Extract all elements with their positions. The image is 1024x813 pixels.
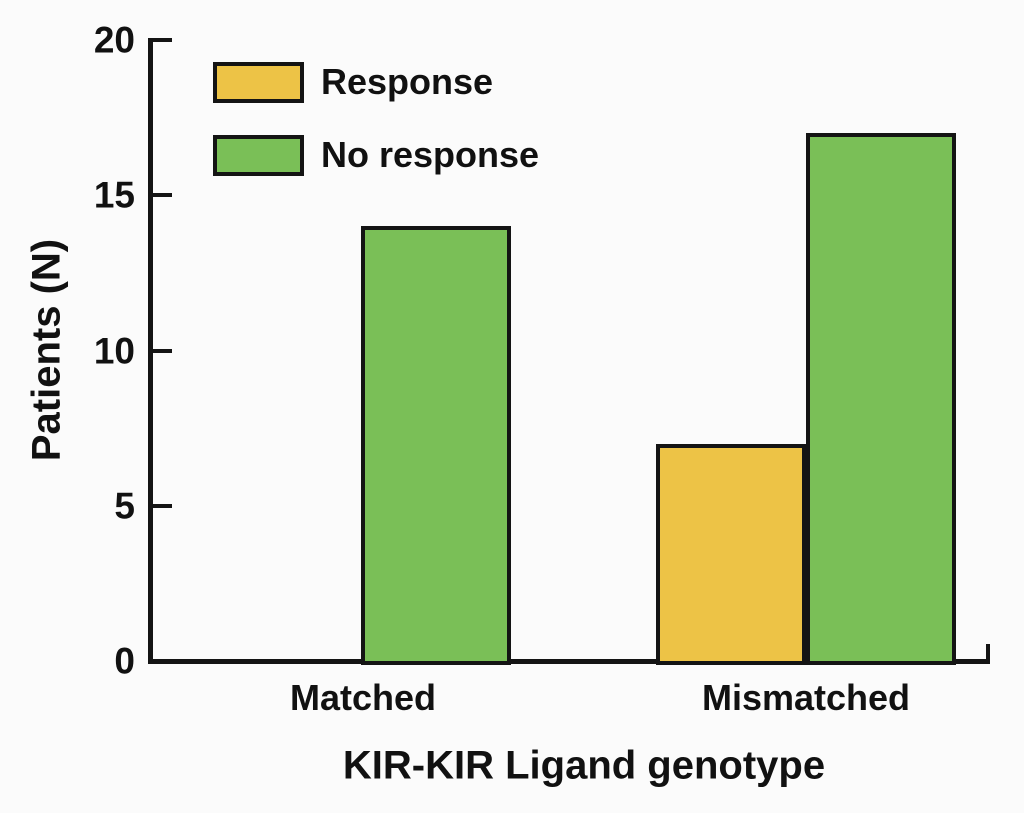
y-tick-10 [150, 348, 172, 353]
legend-swatch-response [213, 62, 304, 103]
x-axis-end-tick [986, 644, 990, 660]
legend-label-no-response: No response [321, 134, 540, 175]
y-tick-label-10: 10 [93, 330, 135, 371]
bar-mismatched-no-response [806, 133, 956, 665]
y-tick-label-15: 15 [93, 174, 135, 216]
legend-swatch-no-response [213, 135, 304, 176]
y-tick-label-20: 20 [93, 19, 135, 61]
x-category-label-matched: Matched [289, 677, 437, 718]
bar-mismatched-response [656, 443, 806, 665]
y-tick-15 [150, 193, 172, 198]
y-tick-5 [150, 503, 172, 508]
x-axis [148, 659, 990, 664]
bar-matched-no-response [361, 226, 511, 665]
y-axis-title: Patients (N) [24, 238, 69, 462]
x-category-label-mismatched: Mismatched [701, 677, 911, 718]
y-tick-label-0: 0 [114, 640, 135, 682]
x-axis-title: KIR-KIR Ligand genotype [342, 743, 826, 788]
y-tick-20 [150, 38, 172, 42]
y-tick-label-5: 5 [114, 485, 135, 527]
legend-label-response: Response [321, 61, 494, 102]
